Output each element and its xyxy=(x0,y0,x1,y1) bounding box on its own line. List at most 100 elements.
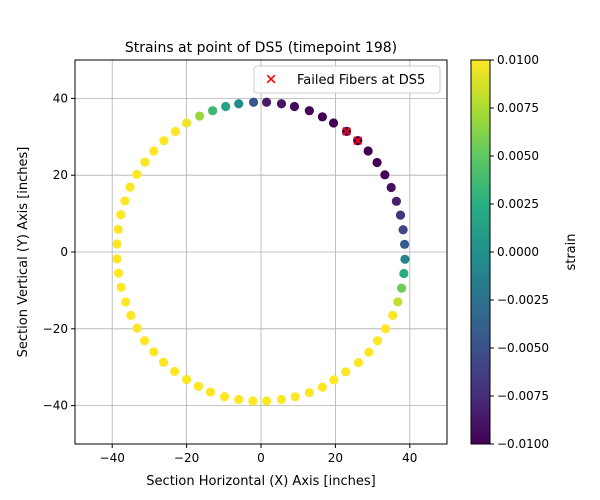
x-tick-label: 20 xyxy=(328,451,343,465)
strain-point xyxy=(395,210,406,220)
strain-point xyxy=(205,387,216,397)
strain-point xyxy=(126,310,136,320)
x-tick-label: −40 xyxy=(100,451,125,465)
strain-point xyxy=(388,310,398,320)
strain-point xyxy=(399,268,409,279)
strain-point xyxy=(125,182,135,192)
strain-point xyxy=(182,374,192,385)
failed-fiber-marker xyxy=(353,136,363,146)
strain-point xyxy=(120,297,131,307)
strain-point xyxy=(208,106,218,116)
strain-point xyxy=(170,126,181,137)
strain-point xyxy=(304,387,314,398)
scatter-points xyxy=(112,97,410,406)
strain-point xyxy=(398,225,408,235)
chart-title: Strains at point of DS5 (timepoint 198) xyxy=(125,40,397,56)
strain-point xyxy=(372,336,383,346)
strain-point xyxy=(116,210,126,220)
x-tick-label: −20 xyxy=(174,451,199,465)
colorbar-tick-label: −0.0100 xyxy=(497,437,549,451)
y-axis-label: Section Vertical (Y) Axis [inches] xyxy=(16,147,31,358)
strain-point xyxy=(372,157,382,168)
failed-fiber-markers xyxy=(342,127,363,146)
x-axis-label: Section Horizontal (X) Axis [inches] xyxy=(146,474,375,489)
strain-point xyxy=(149,146,159,156)
plot-area: −40 −20 0 20 40 −40 −20 0 20 40 xyxy=(43,59,448,465)
strain-point xyxy=(248,396,258,406)
strain-point xyxy=(400,254,410,264)
strain-point xyxy=(380,170,390,180)
strain-point xyxy=(391,196,402,206)
strain-point xyxy=(304,106,314,116)
strain-point xyxy=(116,282,126,292)
strain-point xyxy=(317,112,327,122)
colorbar-tick-label: −0.0075 xyxy=(497,389,549,403)
y-tick-label: 20 xyxy=(53,168,68,182)
colorbar-tick-label: −0.0050 xyxy=(497,341,549,355)
strain-point xyxy=(364,347,374,357)
strain-point xyxy=(139,336,150,346)
strain-point xyxy=(182,118,192,128)
y-tick-label: −20 xyxy=(43,322,68,336)
legend-box xyxy=(253,65,441,94)
strain-point xyxy=(397,283,407,293)
strain-point xyxy=(393,297,403,307)
strain-point xyxy=(158,357,169,367)
colorbar-tick-label: −0.0025 xyxy=(497,293,549,307)
strain-point xyxy=(261,396,272,406)
strain-point xyxy=(159,136,169,146)
strain-point xyxy=(289,101,300,112)
colorbar: −0.0100 −0.0075 −0.0050 −0.0025 0.0000 0.0025… xyxy=(470,53,579,451)
strain-point xyxy=(386,182,396,193)
strain-point xyxy=(234,99,244,109)
colorbar-ticks: −0.0100 −0.0075 −0.0050 −0.0025 0.0000 0.0025… xyxy=(490,53,549,451)
strain-point xyxy=(170,366,180,377)
strain-point xyxy=(219,392,230,402)
strain-point xyxy=(112,254,122,264)
colorbar-tick-label: 0.0050 xyxy=(497,149,539,163)
colorbar-tick-label: 0.0025 xyxy=(497,197,539,211)
y-tick-label: 0 xyxy=(60,245,68,259)
strain-point xyxy=(290,392,300,402)
x-tick-label: 40 xyxy=(402,451,417,465)
strain-point xyxy=(112,239,122,249)
strain-point xyxy=(120,196,130,206)
strain-point xyxy=(381,324,391,334)
strain-point xyxy=(276,394,287,405)
legend-x-marker xyxy=(266,74,276,84)
legend-x-marker-glyph xyxy=(266,74,276,84)
strain-point xyxy=(140,157,150,167)
strain-point xyxy=(317,382,327,392)
colorbar-tick-label: 0.0075 xyxy=(497,101,539,115)
strain-point xyxy=(276,99,287,109)
failed-fiber-marker xyxy=(342,127,351,136)
strain-point xyxy=(113,268,124,278)
strain-point xyxy=(329,375,339,385)
strain-point xyxy=(195,111,205,121)
x-axis-ticks: −40 −20 0 20 40 xyxy=(100,444,417,465)
strain-point xyxy=(363,146,373,156)
strain-point xyxy=(261,97,272,107)
strain-point xyxy=(193,381,204,391)
strain-point xyxy=(353,357,364,368)
strain-point xyxy=(132,323,142,333)
strain-point xyxy=(149,347,159,357)
legend-label: Failed Fibers at DS5 xyxy=(297,73,425,88)
strain-point xyxy=(132,169,142,180)
x-tick-label: 0 xyxy=(257,451,265,465)
strain-point xyxy=(341,367,351,377)
legend: Failed Fibers at DS5 xyxy=(253,65,441,94)
strain-point xyxy=(328,118,339,128)
colorbar-tick-label: 0.0100 xyxy=(497,53,539,67)
y-tick-label: 40 xyxy=(53,91,68,105)
y-axis-ticks: −40 −20 0 20 40 xyxy=(43,91,75,413)
colorbar-gradient xyxy=(470,59,491,445)
strain-point xyxy=(221,101,231,112)
strain-point xyxy=(234,394,244,405)
y-tick-label: −40 xyxy=(43,399,68,413)
colorbar-tick-label: 0.0000 xyxy=(497,245,539,259)
strain-point xyxy=(399,239,410,249)
strain-point xyxy=(113,224,123,234)
strain-point xyxy=(248,97,259,107)
